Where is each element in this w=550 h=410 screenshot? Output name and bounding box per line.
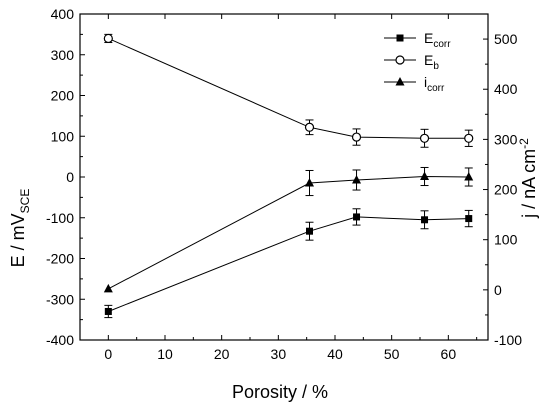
legend-label: icorr	[424, 74, 445, 94]
data-point	[465, 215, 473, 223]
data-point	[419, 133, 430, 143]
legend-item: icorr	[384, 74, 445, 94]
y-right-tick-label: 500	[494, 31, 518, 47]
x-tick-label: 40	[327, 346, 343, 362]
series-0	[104, 208, 473, 319]
legend-label: Ecorr	[424, 30, 451, 50]
legend-label-sub: corr	[433, 39, 451, 50]
y-axis-left-title: E / mVSCE	[8, 189, 32, 268]
legend-marker	[395, 77, 405, 86]
y-axis-right-title-main: j / nA cm	[519, 149, 539, 219]
axes: 0 10 20 30 40 50 60 -400 -300 -200 -100 0 100 200 300 4…	[46, 6, 522, 362]
y-left-tick-label: 300	[51, 47, 75, 63]
data-point	[464, 172, 474, 181]
y-left-tick-label: 200	[51, 88, 75, 104]
data-point	[306, 227, 313, 235]
y-left-tick-label: -200	[46, 251, 74, 267]
legend-label-main: E	[424, 52, 433, 68]
series-line	[108, 216, 469, 312]
data-point	[305, 178, 314, 187]
data-point	[351, 132, 362, 142]
y-left-tick-label: 100	[51, 128, 75, 144]
y-left-tick-label: 0	[66, 169, 74, 185]
y-left-tick-label: 400	[51, 6, 75, 22]
y-left-tick-label: -300	[46, 291, 74, 307]
x-tick-label: 50	[384, 346, 400, 362]
x-tick-label: 30	[271, 346, 287, 362]
series-line	[108, 175, 469, 290]
legend-label: Eb	[424, 52, 439, 72]
legend-item: Eb	[384, 52, 439, 72]
legend-marker	[395, 55, 405, 65]
y-right-tick-label: 100	[494, 232, 518, 248]
data-point	[352, 175, 362, 184]
y-axis-right-title: j / nA cm-2	[517, 138, 539, 219]
y-left-tick-label: -100	[46, 210, 74, 226]
y-axis-right-title-sup: -2	[517, 138, 531, 149]
series-line	[108, 37, 469, 139]
x-tick-label: 60	[441, 346, 457, 362]
x-tick-label: 20	[214, 346, 230, 362]
data-point	[104, 307, 112, 315]
data-point	[464, 133, 474, 143]
data-point	[103, 283, 113, 293]
y-axis-left-title-sub: SCE	[18, 189, 32, 214]
legend-label-sub: corr	[427, 83, 445, 94]
y-right-tick-label: 0	[494, 282, 502, 298]
x-tick-label: 0	[104, 346, 112, 362]
series-layer	[103, 33, 474, 319]
legend-marker	[396, 34, 404, 42]
y-right-tick-label: 400	[494, 81, 518, 97]
y-right-tick-label: -100	[494, 332, 522, 348]
y-right-tick-label: 200	[494, 182, 518, 198]
y-axis-left-title-main: E / mV	[8, 213, 28, 267]
legend-label-main: E	[424, 30, 433, 46]
data-point	[421, 216, 429, 224]
data-point	[353, 213, 361, 221]
series-2	[103, 166, 474, 293]
series-1	[103, 33, 474, 148]
y-left-tick-label: -400	[46, 332, 74, 348]
legend-label-sub: b	[433, 61, 439, 72]
x-axis-title: Porosity / %	[232, 382, 328, 402]
x-tick-label: 10	[157, 346, 173, 362]
legend-item: Ecorr	[384, 30, 451, 50]
data-point	[103, 33, 113, 44]
legend-label-main: i	[424, 74, 427, 90]
data-point	[304, 122, 315, 132]
y-right-tick-label: 300	[494, 131, 518, 147]
data-point	[420, 171, 430, 180]
